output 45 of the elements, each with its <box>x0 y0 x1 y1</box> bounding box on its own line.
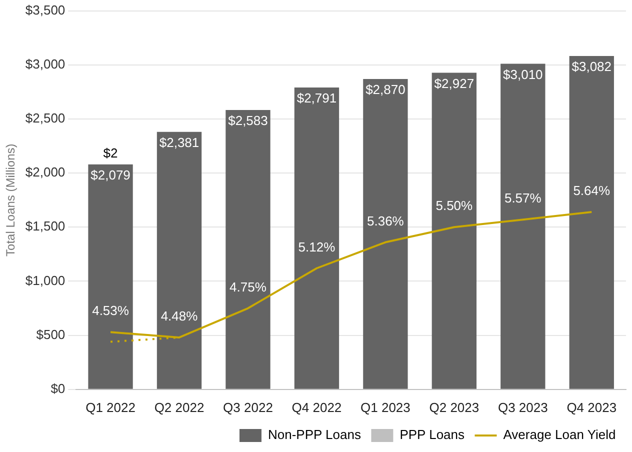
x-tick-label: Q4 2022 <box>292 400 342 415</box>
data-label: $3,010 <box>503 66 543 82</box>
y-tick-label: $1,500 <box>25 218 66 234</box>
y-tick-label: $3,000 <box>25 56 66 72</box>
data-label: $2,791 <box>296 90 337 106</box>
data-label: $3,082 <box>572 59 612 74</box>
y-tick-label: $2,000 <box>25 164 66 180</box>
y-tick-label: $500 <box>36 326 66 342</box>
legend-label: PPP Loans <box>400 427 466 442</box>
data-label: $2,927 <box>434 76 474 91</box>
data-label: $2,870 <box>366 82 406 98</box>
x-tick-label: Q2 2023 <box>429 400 480 415</box>
y-tick-label: $1,000 <box>25 272 66 288</box>
bar <box>363 78 408 389</box>
bar <box>500 64 546 389</box>
data-label: 4.53% <box>92 303 130 318</box>
bar <box>294 87 340 389</box>
data-label: 5.50% <box>436 198 474 214</box>
x-tick-label: Q3 2022 <box>223 400 273 415</box>
bar <box>569 56 614 389</box>
bar <box>432 72 477 389</box>
x-tick-label: Q1 2023 <box>360 400 410 415</box>
data-label: $2,381 <box>159 134 200 150</box>
x-tick-label: Q2 2022 <box>154 400 204 415</box>
data-label: 4.75% <box>230 279 267 294</box>
data-label: $2 <box>103 145 118 160</box>
data-label: $2,583 <box>228 113 268 128</box>
y-tick-label: $3,500 <box>25 2 66 18</box>
data-label: 5.36% <box>367 213 404 228</box>
x-tick-label: Q4 2023 <box>566 400 617 415</box>
bar <box>226 110 270 389</box>
data-label: 5.12% <box>298 239 336 254</box>
data-label: 4.48% <box>160 308 198 324</box>
data-label: $2,079 <box>90 168 130 183</box>
x-tick-label: Q3 2023 <box>498 400 548 415</box>
y-tick-label: $0 <box>50 380 66 396</box>
y-axis-title: Total Loans (Millions) <box>4 144 18 256</box>
y-tick-label: $2,500 <box>25 110 66 126</box>
x-tick-label: Q1 2022 <box>86 400 136 415</box>
data-label: 5.57% <box>504 190 542 206</box>
data-label: 5.64% <box>573 183 610 198</box>
bar <box>156 132 202 389</box>
bar <box>88 164 133 389</box>
legend-label: Average Loan Yield <box>503 427 616 442</box>
legend-label: Non-PPP Loans <box>268 427 362 442</box>
